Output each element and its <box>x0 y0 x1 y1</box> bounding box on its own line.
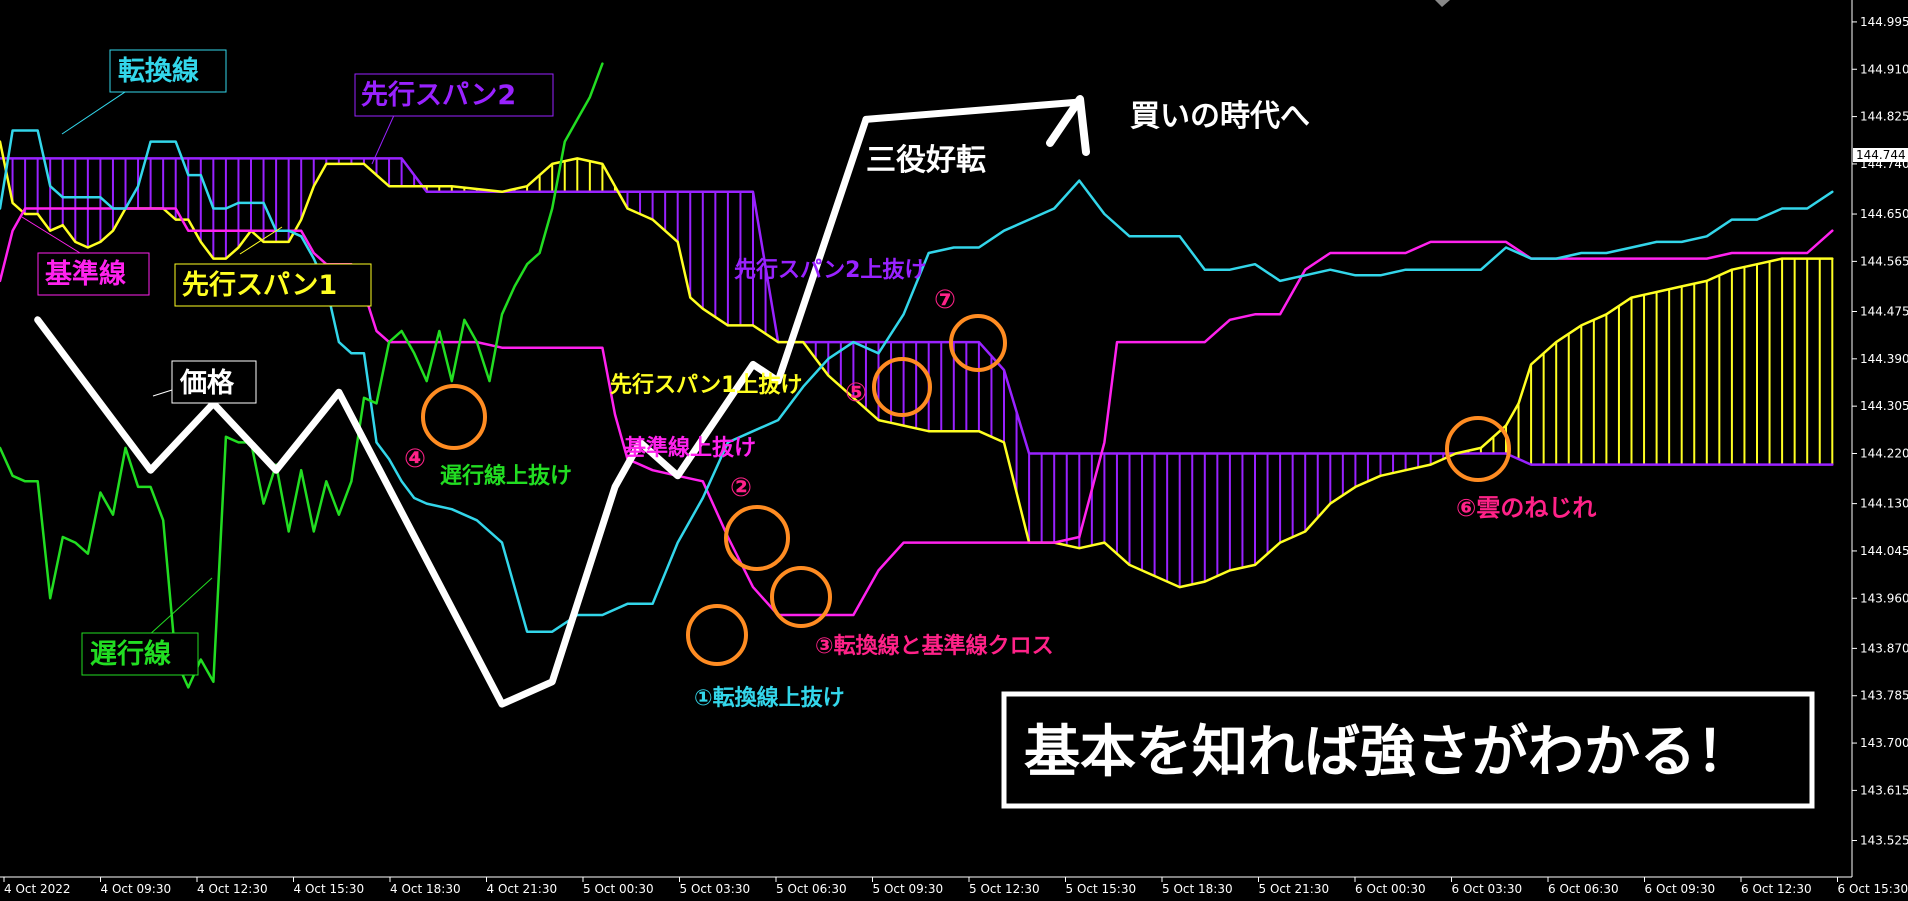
y-tick-label-8: 144.305 <box>1860 399 1908 413</box>
x-tick-label-18: 6 Oct 12:30 <box>1741 882 1812 896</box>
senkou1-label: 先行スパン1 <box>174 263 372 307</box>
signal-1-label: ①転換線上抜け <box>694 685 845 711</box>
y-tick-label-5: 144.565 <box>1860 254 1908 268</box>
x-tick-label-17: 6 Oct 09:30 <box>1645 882 1716 896</box>
y-tick-label-17: 143.525 <box>1860 834 1908 848</box>
x-tick-label-3: 4 Oct 15:30 <box>294 882 365 896</box>
y-tick-label-6: 144.475 <box>1860 304 1908 318</box>
signal-6-label: ⑥雲のねじれ <box>1456 494 1596 522</box>
kijun-label-text: 基準線 <box>45 258 126 290</box>
shift-marker-icon <box>1435 0 1450 7</box>
y-tick-label-3: 144.740 <box>1860 157 1908 171</box>
x-tick-label-5: 4 Oct 21:30 <box>487 882 558 896</box>
x-tick-label-11: 5 Oct 15:30 <box>1066 882 1137 896</box>
current-price-label: 144.744 <box>1856 148 1906 162</box>
current-price-tag: 144.744 <box>1853 148 1908 162</box>
y-tick-label-11: 144.045 <box>1860 544 1908 558</box>
signal-circle-3 <box>770 566 832 628</box>
price-line-arrow-shaft <box>862 98 1084 123</box>
y-tick-label-12: 143.960 <box>1860 591 1908 605</box>
signal-circle-5 <box>872 357 932 417</box>
x-tick-label-7: 5 Oct 03:30 <box>680 882 751 896</box>
up-arrow-head-icon <box>1046 95 1090 156</box>
signal-3-label: ③転換線と基準線クロス <box>815 633 1054 659</box>
tenkan-label-text: 転換線 <box>118 55 199 87</box>
summary-banner: 基本を知れば強さがわかる！ <box>1001 691 1815 809</box>
y-tick-label-15: 143.700 <box>1860 736 1908 750</box>
price-leader-line <box>152 389 173 397</box>
chikou-label: 遅行線 <box>81 632 199 676</box>
x-tick-label-10: 5 Oct 12:30 <box>969 882 1040 896</box>
senkou1-label-text: 先行スパン1 <box>182 269 337 301</box>
y-tick-label-10: 144.130 <box>1860 497 1908 511</box>
indicator-lines <box>0 62 1834 708</box>
x-tick-label-0: 4 Oct 2022 <box>4 882 71 896</box>
y-tick-label-16: 143.615 <box>1860 783 1908 797</box>
y-tick-label-9: 144.220 <box>1860 446 1908 460</box>
senkou-span-2-line <box>0 157 1834 466</box>
signal-7-number: ⑦ <box>934 285 956 315</box>
sanyaku-koten-label: 三役好転 <box>866 143 986 178</box>
x-tick-label-6: 5 Oct 00:30 <box>583 882 654 896</box>
x-tick-label-1: 4 Oct 09:30 <box>101 882 172 896</box>
chikou-leader-line <box>147 577 213 637</box>
senkou2-label-text: 先行スパン2 <box>361 79 516 111</box>
x-tick-label-16: 6 Oct 06:30 <box>1548 882 1619 896</box>
signal-circle-7 <box>949 314 1007 372</box>
signal-circles <box>421 314 1511 666</box>
signal-circle-2 <box>724 505 790 571</box>
signal-2-label: 基準線上抜け <box>624 435 756 461</box>
signal-circle-6 <box>1445 416 1511 482</box>
signal-2-number: ② <box>730 473 752 503</box>
y-tick-label-0: 144.995 <box>1860 15 1908 29</box>
y-tick-label-14: 143.785 <box>1860 689 1908 703</box>
ichimoku-cloud <box>11 158 1834 588</box>
signal-circle-4 <box>421 384 487 450</box>
price-label-text: 価格 <box>179 368 235 399</box>
x-tick-label-14: 6 Oct 00:30 <box>1355 882 1426 896</box>
y-tick-label-2: 144.825 <box>1860 110 1908 124</box>
signal-circle-1 <box>686 604 748 666</box>
x-tick-labels: 4 Oct 2022 4 Oct 09:30 4 Oct 12:30 4 Oct 15… <box>3 877 1908 896</box>
axes <box>0 0 1853 878</box>
y-tick-label-7: 144.390 <box>1860 352 1908 366</box>
senkou1-leader-line <box>239 226 283 255</box>
x-tick-label-4: 4 Oct 18:30 <box>390 882 461 896</box>
x-tick-label-15: 6 Oct 03:30 <box>1452 882 1523 896</box>
x-tick-label-13: 5 Oct 21:30 <box>1259 882 1330 896</box>
senkou-span-1-line <box>0 140 1834 589</box>
x-tick-label-8: 5 Oct 06:30 <box>776 882 847 896</box>
signal-4-label: 遅行線上抜け <box>440 463 572 489</box>
buy-era-label: 買いの時代へ <box>1130 99 1310 134</box>
senkou2-label: 先行スパン2 <box>354 73 554 117</box>
signal-5-label: 先行スパン1上抜け <box>610 372 802 398</box>
x-tick-label-2: 4 Oct 12:30 <box>197 882 268 896</box>
tenkan-line <box>0 129 1834 633</box>
chikou-line <box>0 62 604 689</box>
signal-7-label: 先行スパン2上抜け <box>734 257 926 283</box>
y-tick-label-13: 143.870 <box>1860 641 1908 655</box>
y-tick-labels: 144.995 144.910 144.825 144.740 144.650 144.5… <box>1852 15 1908 848</box>
x-tick-label-9: 5 Oct 09:30 <box>873 882 944 896</box>
y-tick-label-1: 144.910 <box>1860 62 1908 76</box>
summary-banner-text: 基本を知れば強さがわかる！ <box>1024 720 1752 785</box>
kijun-line <box>0 207 1834 617</box>
signal-4-number: ④ <box>404 444 426 474</box>
kijun-leader-line <box>21 216 81 254</box>
x-tick-label-12: 5 Oct 18:30 <box>1162 882 1233 896</box>
chikou-label-text: 遅行線 <box>90 638 171 670</box>
x-tick-label-19: 6 Oct 15:30 <box>1838 882 1908 896</box>
kijun-label: 基準線 <box>37 252 150 296</box>
price-label: 価格 <box>171 360 257 404</box>
tenkan-label: 転換線 <box>109 49 227 93</box>
y-tick-label-4: 144.650 <box>1860 207 1908 221</box>
signal-5-number: ⑤ <box>845 378 867 408</box>
